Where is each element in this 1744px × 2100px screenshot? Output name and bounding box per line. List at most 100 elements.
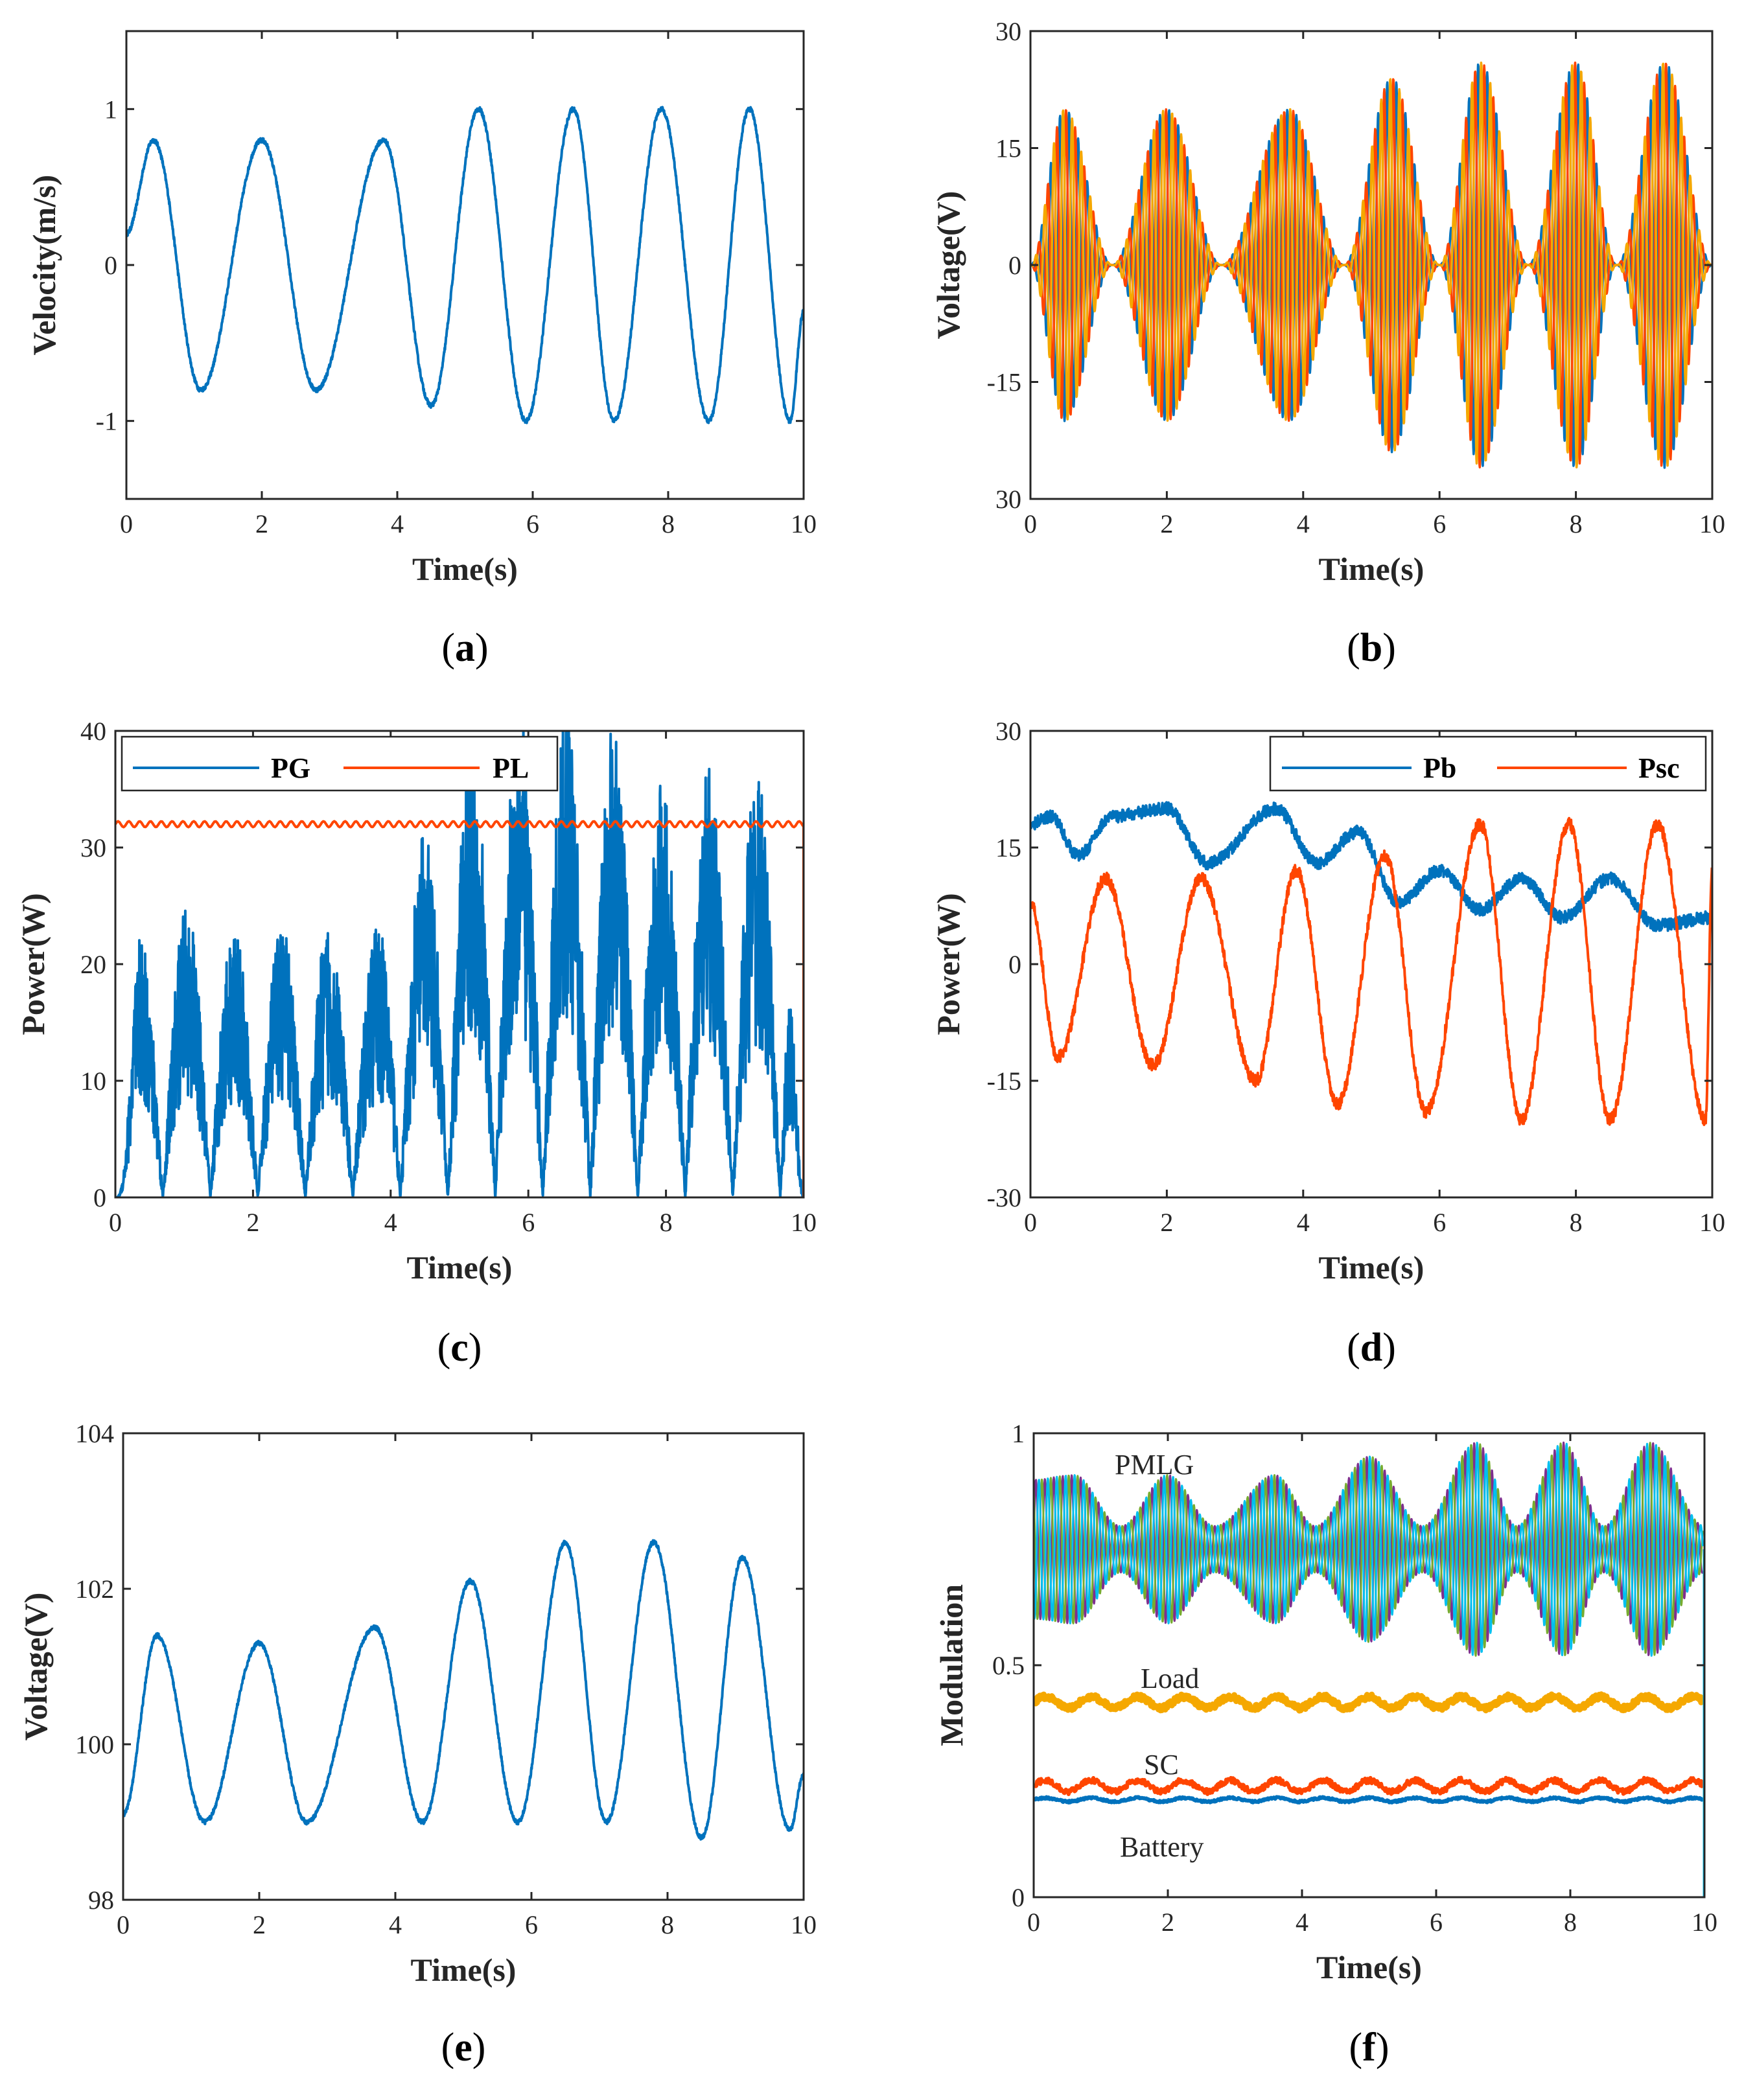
x-tick-label: 10 [791, 1208, 817, 1237]
panel-label-open: ( [441, 626, 455, 670]
x-tick-label: 6 [1433, 509, 1446, 538]
series-line-e [123, 1539, 804, 1841]
x-tick-label: 4 [384, 1208, 397, 1237]
panel-label-close: ) [1376, 2025, 1389, 2070]
x-tick-label: 2 [253, 1910, 266, 1939]
x-axis-label: Time(s) [412, 551, 518, 587]
x-tick-label: 2 [1161, 1908, 1174, 1937]
y-tick-label: 0.5 [992, 1651, 1025, 1680]
panel-label-letter: e [454, 2025, 472, 2070]
plot-area [1030, 61, 1712, 469]
chart-c: 0 2 4 6 8 10 0 10 20 30 40 Time(s) Power(W) (c) PG PL [15, 717, 817, 1370]
y-tick-label: -15 [987, 1067, 1021, 1096]
x-tick-label: 4 [1297, 1208, 1310, 1237]
series-line-psc [1030, 816, 1712, 1126]
y-tick-label: 104 [75, 1419, 114, 1448]
axes-box [122, 1432, 805, 1901]
x-tick-label: 10 [1699, 509, 1725, 538]
x-tick-label: 2 [1160, 509, 1173, 538]
y-tick-label: 30 [995, 17, 1021, 46]
y-axis-label: Power(W) [15, 893, 51, 1035]
y-tick-label: 15 [995, 833, 1021, 862]
y-tick-label: 100 [75, 1730, 114, 1759]
x-axis-label: Time(s) [1316, 1949, 1422, 1985]
x-axis-label: Time(s) [1319, 551, 1424, 587]
x-tick-label: 6 [525, 1910, 538, 1939]
plot-area [126, 106, 804, 424]
legend-box [1269, 735, 1707, 792]
x-tick-label: 8 [660, 1208, 673, 1237]
legend-label-psc: Psc [1638, 752, 1680, 784]
plot-area [1034, 1441, 1704, 1897]
series-line-pmlg-3 [1034, 1442, 1704, 1657]
series-line-pg [115, 731, 804, 1197]
legend-label-pg: PG [271, 752, 310, 784]
chart-a: 0 2 4 6 8 10 -1 0 1 Time(s) Velocity(m/s) (a) [26, 30, 817, 670]
panel-label-close: ) [472, 2025, 486, 2070]
y-tick-label: 0 [104, 251, 117, 280]
panel-label-open: ( [437, 1326, 451, 1370]
x-tick-label: 2 [255, 509, 268, 538]
chart-b: 0 2 4 6 8 10 30 15 0 -15 30 Time(s) Voltage(V) (b) [930, 17, 1725, 670]
panel-label: (b) [1347, 626, 1396, 670]
panel-label-close: ) [469, 1326, 482, 1370]
y-tick-label: 30 [80, 833, 106, 862]
series-line-pmlg-2 [1034, 1442, 1704, 1657]
x-tick-label: 0 [117, 1910, 130, 1939]
y-tick-label: 40 [80, 717, 106, 746]
y-tick-label: -1 [96, 407, 117, 436]
x-tick-label: 4 [1296, 1908, 1308, 1937]
panel-label-close: ) [1382, 626, 1396, 670]
x-tick-label: 8 [1570, 1208, 1583, 1237]
x-tick-label: 2 [1160, 1208, 1173, 1237]
series-line-pl [115, 820, 804, 1197]
y-axis-label: Modulation [933, 1584, 970, 1746]
chart-f: 0 2 4 6 8 10 0 0.5 1 Time(s) Modulation (f) PMLG Load… [933, 1419, 1717, 2070]
x-tick-label: 8 [1564, 1908, 1577, 1937]
y-tick-label: 30 [995, 485, 1021, 514]
x-tick-label: 0 [1027, 1908, 1040, 1937]
series-line-pb [1030, 801, 1712, 932]
plot-area [123, 1539, 804, 1841]
y-axis-label: Power(W) [930, 893, 966, 1035]
x-tick-label: 4 [389, 1910, 402, 1939]
series-line-phase-3 [1030, 61, 1712, 468]
x-tick-label: 4 [391, 509, 404, 538]
x-tick-label: 0 [120, 509, 133, 538]
panel-label-open: ( [1347, 626, 1360, 670]
panel-label: (d) [1347, 1326, 1396, 1370]
panel-label-letter: f [1362, 2025, 1377, 2070]
x-tick-label: 10 [1692, 1908, 1717, 1937]
y-axis-label: Voltage(V) [17, 1593, 54, 1741]
chart-d: 0 2 4 6 8 10 30 15 0 -15 -30 Time(s) Power(W) (d) Pb Ps… [930, 717, 1725, 1370]
panel-label-open: ( [1347, 1326, 1360, 1370]
x-tick-label: 2 [246, 1208, 259, 1237]
legend-box [121, 735, 559, 792]
panel-label-letter: b [1360, 626, 1382, 670]
y-tick-label: 1 [1012, 1419, 1025, 1448]
panel-label-open: ( [441, 2025, 455, 2070]
annotation-battery: Battery [1120, 1831, 1204, 1863]
series-line-battery [1034, 1795, 1704, 1805]
panel-label: (f) [1349, 2025, 1389, 2070]
x-tick-label: 6 [1430, 1908, 1443, 1937]
x-tick-label: 6 [1433, 1208, 1446, 1237]
legend-label-pl: PL [493, 752, 529, 784]
y-tick-label: 20 [80, 950, 106, 979]
axes-box [1029, 730, 1714, 1199]
y-tick-label: 0 [1008, 251, 1021, 280]
series-line-sc [1034, 1775, 1704, 1796]
x-tick-label: 0 [1024, 1208, 1037, 1237]
x-tick-label: 0 [1024, 509, 1037, 538]
x-tick-label: 0 [109, 1208, 122, 1237]
y-tick-label: -15 [987, 368, 1021, 397]
annotation-sc: SC [1144, 1749, 1179, 1781]
plot-area [115, 731, 804, 1197]
x-tick-label: 6 [522, 1208, 535, 1237]
x-axis-label: Time(s) [411, 1952, 517, 1988]
y-tick-label: 30 [995, 717, 1021, 746]
panel-label-close: ) [475, 626, 489, 670]
y-tick-label: 10 [80, 1067, 106, 1096]
chart-e: 0 2 4 6 8 10 98 100 102 104 Time(s) Voltage(V) (e) [17, 1419, 817, 2070]
legend-label-pb: Pb [1423, 752, 1456, 784]
